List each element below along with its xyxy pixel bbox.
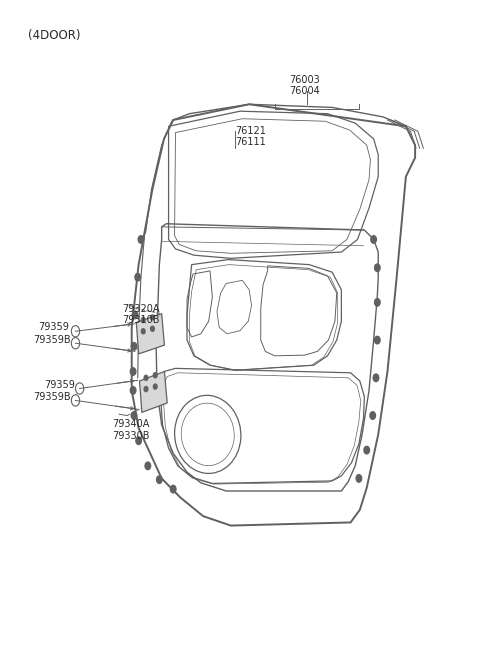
Circle shape (131, 343, 137, 350)
Circle shape (364, 446, 370, 454)
Circle shape (374, 264, 380, 272)
Circle shape (142, 329, 145, 334)
Circle shape (370, 412, 375, 419)
Circle shape (154, 373, 157, 378)
Circle shape (131, 367, 136, 375)
Circle shape (145, 462, 151, 470)
Text: 79359: 79359 (44, 380, 75, 390)
Circle shape (131, 412, 137, 419)
Circle shape (156, 476, 162, 483)
Circle shape (138, 236, 144, 243)
Circle shape (131, 386, 136, 394)
Circle shape (371, 236, 376, 243)
Polygon shape (140, 371, 167, 413)
Polygon shape (136, 314, 165, 354)
Circle shape (151, 315, 154, 320)
Text: 76121
76111: 76121 76111 (235, 126, 266, 147)
Text: 76003
76004: 76003 76004 (289, 75, 320, 96)
Circle shape (132, 311, 138, 319)
Circle shape (136, 437, 142, 445)
Circle shape (356, 475, 361, 482)
Circle shape (170, 485, 176, 493)
Circle shape (142, 318, 145, 322)
Text: 79320A
79310B: 79320A 79310B (122, 304, 160, 325)
Text: 79340A
79330B: 79340A 79330B (112, 419, 149, 441)
Text: 79359B: 79359B (34, 335, 71, 345)
Text: 79359B: 79359B (34, 392, 71, 402)
Text: 79359: 79359 (38, 322, 69, 333)
Text: (4DOOR): (4DOOR) (28, 29, 81, 42)
Circle shape (374, 299, 380, 306)
Circle shape (373, 374, 379, 382)
Circle shape (135, 273, 141, 281)
Circle shape (144, 386, 148, 392)
Circle shape (144, 375, 148, 381)
Circle shape (151, 326, 154, 331)
Circle shape (154, 384, 157, 389)
Circle shape (374, 336, 380, 344)
